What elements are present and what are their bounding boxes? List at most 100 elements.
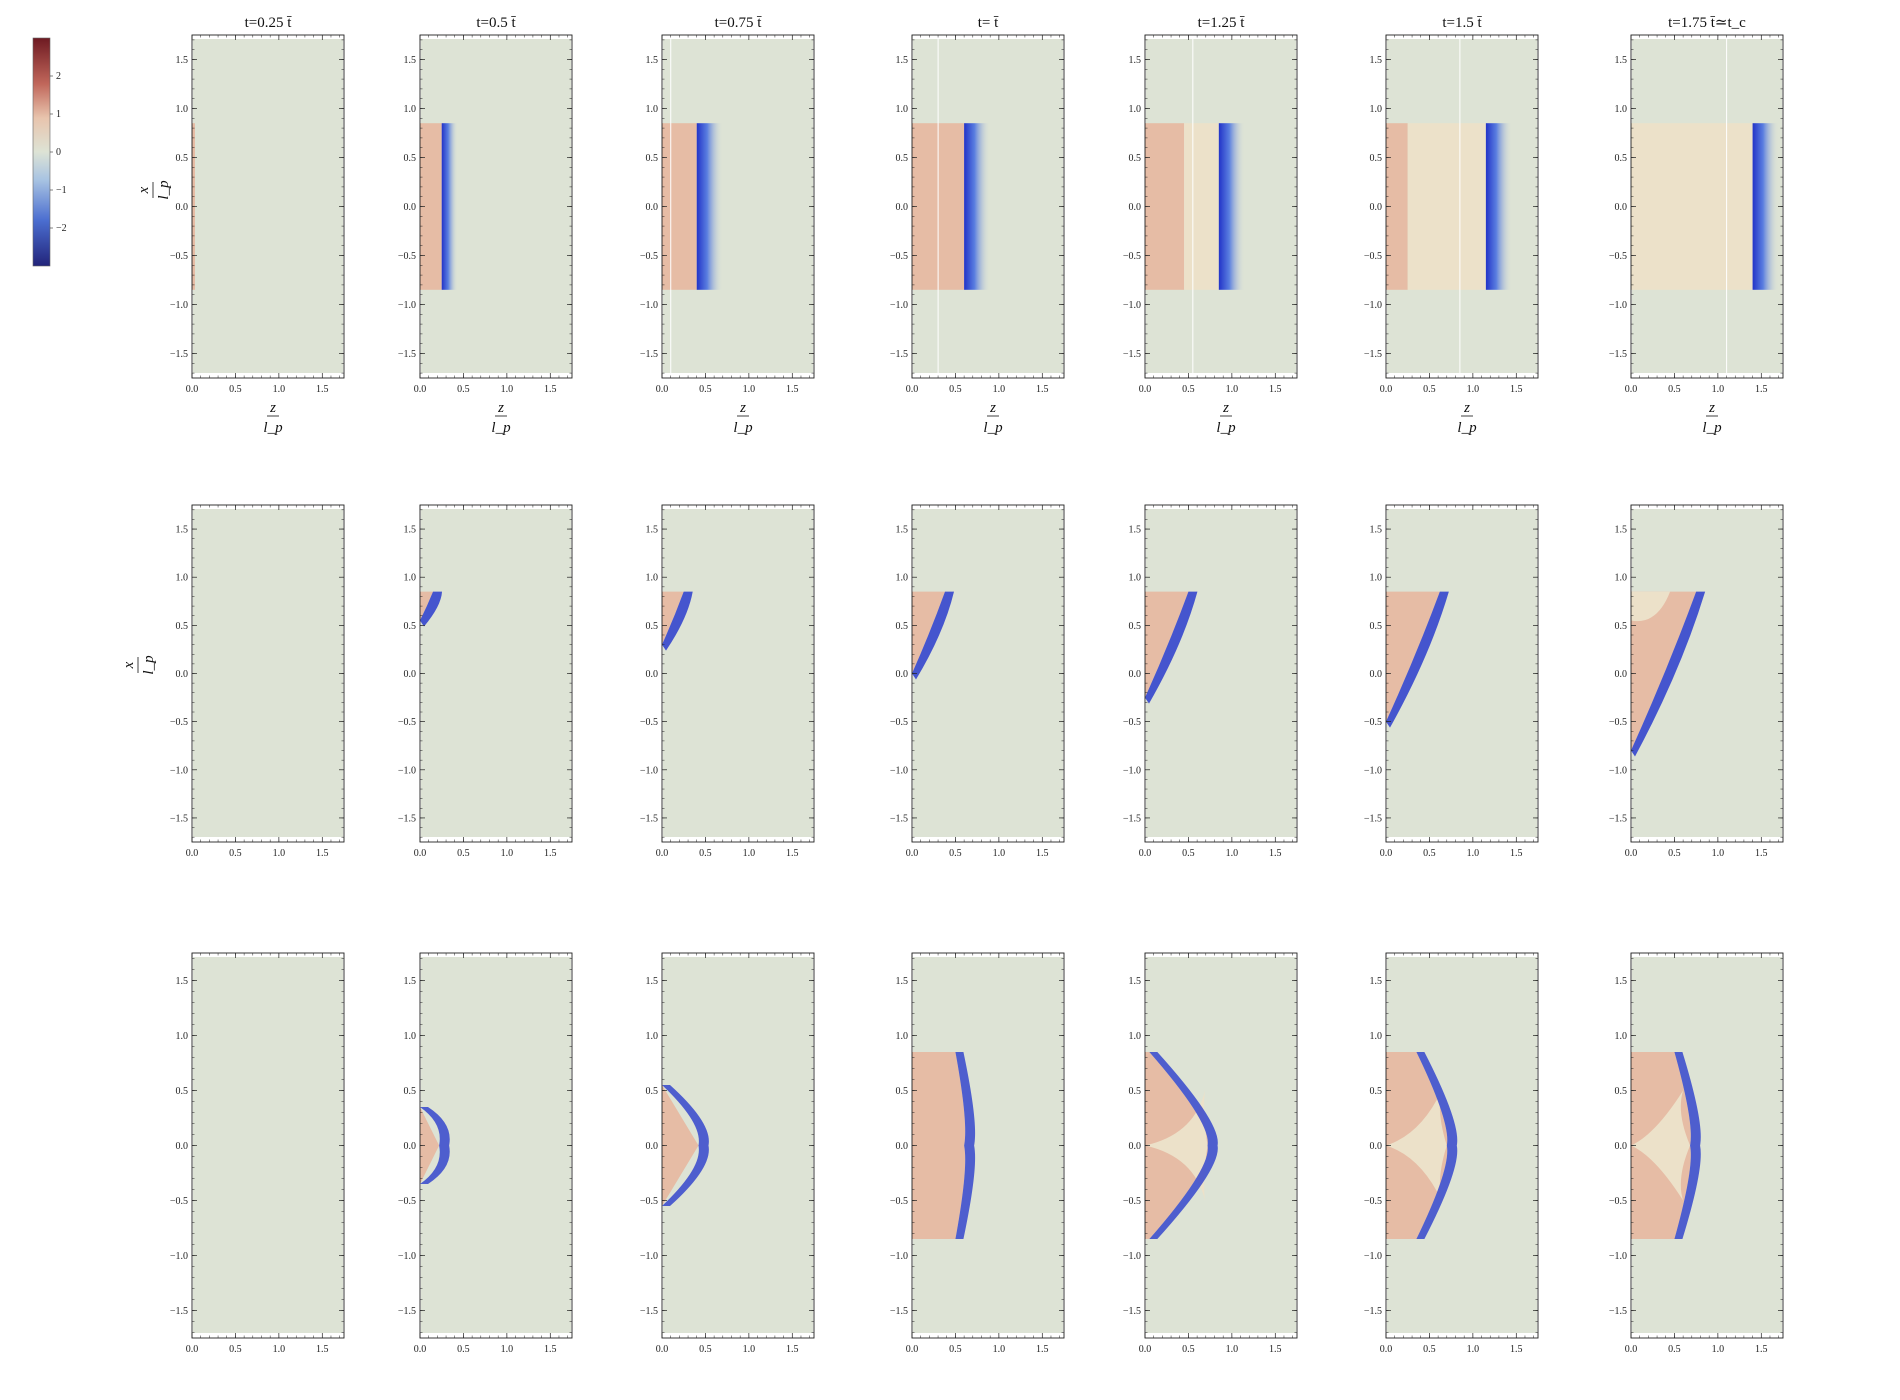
y-tick-label: −1.0 — [1364, 300, 1382, 311]
y-tick-label: 0.5 — [1370, 621, 1383, 632]
y-tick-label: 1.0 — [1129, 573, 1142, 584]
y-tick-label: −1.0 — [890, 300, 908, 311]
y-tick-label: 1.5 — [404, 55, 417, 66]
y-tick-label: −1.5 — [1609, 1306, 1627, 1317]
plot-frame — [911, 952, 1065, 1339]
y-axis-label-den: l_p — [141, 655, 157, 675]
x-axis-label-den: l_p — [1702, 420, 1722, 436]
y-tick-label: −0.5 — [1364, 717, 1382, 728]
y-tick-label: −1.0 — [640, 765, 658, 776]
x-tick-label: 1.0 — [1712, 384, 1725, 395]
front-band — [1149, 1052, 1218, 1239]
x-tick-label: 0.0 — [1625, 848, 1638, 859]
x-tick-label: 1.0 — [273, 384, 286, 395]
x-axis-label-den: l_p — [1216, 420, 1236, 436]
x-tick-label: 0.5 — [229, 384, 242, 395]
x-tick-label: 0.5 — [1668, 1344, 1681, 1355]
region-mid — [1386, 1090, 1447, 1201]
plot-frame — [1144, 34, 1298, 379]
y-tick-label: 1.0 — [1370, 573, 1383, 584]
front-band — [1485, 123, 1512, 290]
front-band — [696, 123, 723, 290]
y-tick-label: 1.5 — [1370, 976, 1383, 987]
plot-frame — [1385, 34, 1539, 379]
x-tick-label: 1.5 — [544, 1344, 557, 1355]
y-tick-label: −1.0 — [1123, 300, 1141, 311]
x-tick-label: 0.5 — [457, 1344, 470, 1355]
panel-title: t=0.75 t̄ — [715, 15, 763, 31]
y-tick-label: 0.0 — [646, 669, 659, 680]
y-tick-label: 1.5 — [1129, 976, 1142, 987]
y-tick-label: −1.0 — [890, 1251, 908, 1262]
y-tick-label: 0.5 — [646, 621, 659, 632]
x-tick-label: 0.5 — [1423, 848, 1436, 859]
y-tick-label: −0.5 — [1609, 1196, 1627, 1207]
x-tick-label: 0.5 — [949, 848, 962, 859]
y-tick-label: −0.5 — [890, 717, 908, 728]
front-band — [1386, 591, 1449, 728]
y-tick-label: 0.5 — [176, 1086, 189, 1097]
y-tick-label: −1.5 — [1364, 1306, 1382, 1317]
y-tick-label: 0.0 — [1370, 669, 1383, 680]
x-tick-label: 0.5 — [699, 848, 712, 859]
x-tick-label: 0.5 — [1668, 384, 1681, 395]
y-tick-label: 1.0 — [404, 1031, 417, 1042]
front-band — [1752, 123, 1779, 290]
region-high — [420, 123, 442, 290]
panel-r2-c4: 0.0 0.5 1.0 1.5 1.5 1.0 0.5 0.0 −0.5 −1.0 −1.5 — [890, 504, 1065, 859]
panel-r3-c4: 0.0 0.5 1.0 1.5 1.5 1.0 0.5 0.0 −0.5 −1.0 −1.5 — [890, 952, 1065, 1355]
x-tick-label: 1.5 — [1269, 848, 1282, 859]
y-tick-label: 1.5 — [1615, 976, 1628, 987]
y-tick-label: 0.0 — [404, 669, 417, 680]
region-high — [1631, 591, 1697, 751]
y-tick-label: −1.0 — [1609, 765, 1627, 776]
region-mid — [1631, 123, 1753, 290]
plot-frame — [1144, 504, 1298, 843]
x-tick-label: 0.0 — [414, 1344, 427, 1355]
y-tick-label: 0.0 — [1615, 1141, 1628, 1152]
y-tick-label: 1.5 — [646, 976, 659, 987]
x-tick-label: 1.0 — [993, 1344, 1006, 1355]
x-tick-label: 0.5 — [1423, 1344, 1436, 1355]
y-tick-label: 1.5 — [1615, 55, 1628, 66]
x-tick-label: 1.5 — [786, 848, 799, 859]
x-tick-label: 1.5 — [786, 1344, 799, 1355]
x-tick-label: 0.5 — [229, 848, 242, 859]
x-tick-label: 0.0 — [906, 848, 919, 859]
y-tick-label: 1.0 — [404, 573, 417, 584]
front-band — [420, 1107, 450, 1184]
y-tick-label: 1.5 — [646, 55, 659, 66]
y-tick-label: −1.0 — [890, 765, 908, 776]
panel-grid: 0.0 0.5 1.0 1.5 1.5 1.0 0.5 0.0 −0.5 −1.0 −1.5 t=0.… — [170, 15, 1784, 1355]
y-tick-label: −0.5 — [398, 1196, 416, 1207]
y-tick-label: 0.5 — [1129, 153, 1142, 164]
x-tick-label: 0.5 — [229, 1344, 242, 1355]
x-tick-label: 1.5 — [1755, 848, 1768, 859]
plot-frame — [191, 952, 345, 1339]
y-tick-label: 0.0 — [896, 669, 909, 680]
panel-r2-c5: 0.0 0.5 1.0 1.5 1.5 1.0 0.5 0.0 −0.5 −1.0 −1.5 — [1123, 504, 1298, 859]
x-axis-label-den: l_p — [733, 420, 753, 436]
x-tick-label: 0.0 — [186, 1344, 199, 1355]
x-tick-label: 0.5 — [1182, 848, 1195, 859]
y-axis-labels: x l_px l_p — [121, 180, 172, 675]
y-tick-label: 1.5 — [1370, 55, 1383, 66]
y-tick-label: 1.5 — [1370, 525, 1383, 536]
x-tick-label: 1.0 — [993, 848, 1006, 859]
y-tick-label: 0.5 — [404, 153, 417, 164]
panel-r1-c2: 0.0 0.5 1.0 1.5 1.5 1.0 0.5 0.0 −0.5 −1.0 −1.5 t=0.… — [398, 15, 573, 436]
panel-title: t=1.25 t̄ — [1198, 15, 1246, 31]
x-tick-label: 1.0 — [1712, 1344, 1725, 1355]
y-tick-label: −1.0 — [1364, 765, 1382, 776]
front-band — [955, 1052, 976, 1239]
y-tick-label: 1.0 — [646, 573, 659, 584]
x-axis-label-num: z — [739, 400, 746, 416]
y-tick-label: 1.0 — [1370, 1031, 1383, 1042]
y-tick-label: 0.5 — [1615, 1086, 1628, 1097]
x-tick-label: 1.5 — [1510, 848, 1523, 859]
y-tick-label: −1.5 — [640, 1306, 658, 1317]
y-tick-label: 0.5 — [404, 621, 417, 632]
y-tick-label: 0.5 — [896, 621, 909, 632]
y-tick-label: 0.0 — [404, 202, 417, 213]
x-tick-label: 1.5 — [1755, 1344, 1768, 1355]
